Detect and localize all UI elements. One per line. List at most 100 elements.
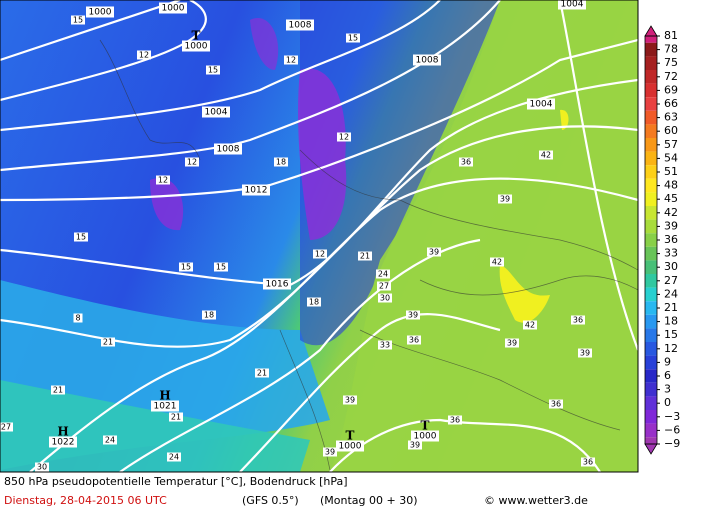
legend-tick-label: 72 — [664, 70, 678, 83]
isobar-label-box — [286, 19, 314, 31]
legend-tick-label: 42 — [664, 206, 678, 219]
temperature-label: 24 — [105, 436, 115, 445]
legend-swatch — [645, 97, 657, 111]
temperature-label-box — [167, 452, 181, 462]
legend-tick-label: 54 — [664, 151, 678, 164]
temperature-label-box — [376, 269, 390, 279]
temperature-label: 39 — [429, 248, 439, 257]
temperature-label: 21 — [171, 413, 181, 422]
temperature-label: 39 — [580, 349, 590, 358]
temperature-label: 30 — [37, 463, 47, 472]
legend-swatch — [645, 274, 657, 288]
isobar-label-box — [214, 143, 242, 155]
temperature-label: 39 — [500, 195, 510, 204]
temperature-label: 42 — [541, 151, 551, 160]
temperature-label: 21 — [360, 252, 370, 261]
isobar-label: 1000 — [89, 8, 112, 18]
temperature-label-box — [71, 15, 85, 25]
temperature-label: 27 — [1, 423, 11, 432]
legend-swatch — [645, 36, 657, 43]
temperature-label-box — [549, 399, 563, 409]
legend-swatch — [645, 110, 657, 125]
temperature-label-box — [323, 447, 337, 457]
temperature-label-box — [581, 457, 595, 467]
temperature-label-box — [539, 150, 553, 160]
isobar-label: 1004 — [530, 100, 553, 110]
legend-tick-label: 27 — [664, 274, 678, 287]
temperature-label-box — [406, 310, 420, 320]
temperature-label: 12 — [158, 176, 168, 185]
legend-swatch — [645, 246, 657, 261]
temperature-label-box — [101, 337, 115, 347]
legend-tick-label: 18 — [664, 315, 678, 328]
legend-swatch — [645, 70, 657, 84]
legend-swatch — [645, 138, 657, 152]
temperature-label-box — [343, 395, 357, 405]
isobar-label-box — [527, 98, 555, 110]
temperature-label: 21 — [257, 369, 267, 378]
temperature-label: 36 — [551, 400, 561, 409]
legend-swatch — [645, 165, 657, 179]
temperature-label: 36 — [409, 336, 419, 345]
legend-tick-label: 60 — [664, 124, 678, 137]
legend-tick-label: 57 — [664, 138, 678, 151]
pressure-center-value-box — [151, 400, 179, 412]
temperature-label-box — [571, 315, 585, 325]
pressure-center-value-box — [411, 430, 439, 442]
legend-swatch — [645, 178, 657, 193]
temperature-label: 24 — [378, 270, 388, 279]
map: 1000 1000 1008 1008 1004 1004 1004 1008 1012 1016… — [0, 0, 638, 472]
temperature-label: 30 — [380, 294, 390, 303]
temperature-label-box — [137, 50, 151, 60]
pressure-center-symbol: T — [421, 419, 430, 433]
temperature-label: 33 — [380, 341, 390, 350]
temperature-label: 27 — [379, 282, 389, 291]
temperature-label-box — [206, 65, 220, 75]
legend-swatch — [645, 233, 657, 247]
temperature-label-box — [51, 385, 65, 395]
temperature-label: 39 — [410, 441, 420, 450]
legend-tick-label: 24 — [664, 287, 678, 300]
isobar-label: 1012 — [245, 186, 268, 196]
pressure-center-value: 1022 — [52, 438, 75, 448]
pressure-center-symbol: H — [57, 425, 68, 439]
pressure-center-value-box — [49, 436, 77, 448]
legend-tick-label: 48 — [664, 179, 678, 192]
temperature-label: 42 — [525, 321, 535, 330]
temperature-label-box — [523, 320, 537, 330]
temperature-label-box — [358, 251, 372, 261]
temperature-label: 21 — [103, 338, 113, 347]
footer-title: 850 hPa pseudopotentielle Temperatur [°C… — [4, 475, 348, 488]
isobar-label-box — [558, 0, 586, 10]
temperature-label-box — [505, 338, 519, 348]
legend-swatch — [645, 206, 657, 220]
isobar-label-box — [242, 184, 270, 196]
legend-swatch — [645, 410, 657, 424]
legend-tick-label: 9 — [664, 355, 671, 368]
legend-swatch — [645, 382, 657, 397]
legend-swatch — [645, 369, 657, 383]
temperature-label: 15 — [208, 66, 218, 75]
temperature-label-box — [378, 293, 392, 303]
temperature-label-box — [377, 281, 391, 291]
pressure-center-value: 1000 — [339, 442, 362, 452]
legend-tick-label: 45 — [664, 192, 678, 205]
legend-swatch — [645, 301, 657, 315]
temperature-label-box — [498, 194, 512, 204]
temperature-label: 15 — [348, 34, 358, 43]
temperature-label: 15 — [76, 233, 86, 242]
legend-tick-label: 78 — [664, 43, 678, 56]
isobar-label-box — [159, 2, 187, 14]
temperature-label-box — [408, 440, 422, 450]
temperature-label: 21 — [53, 386, 63, 395]
temperature-label-box — [202, 310, 216, 320]
temperature-label-box — [427, 247, 441, 257]
legend-tick-label: 63 — [664, 111, 678, 124]
legend-tick-label: 81 — [664, 29, 678, 42]
temperature-label-box — [307, 297, 321, 307]
isobar-label-box — [263, 278, 291, 290]
temperature-label-box — [578, 348, 592, 358]
legend-bottom-arrow — [644, 443, 658, 455]
legend-tick-label: 0 — [664, 396, 671, 409]
legend-top-arrow — [644, 25, 658, 37]
